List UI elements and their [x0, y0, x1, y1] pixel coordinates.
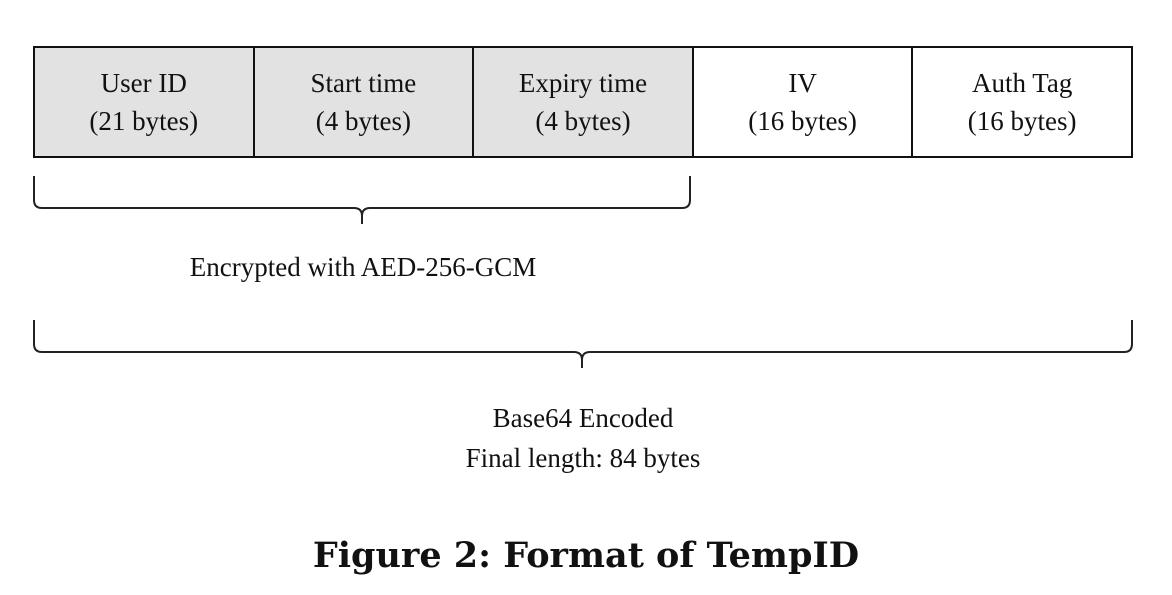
- field-auth-tag: Auth Tag (16 bytes): [913, 48, 1131, 156]
- encoded-label: Base64 Encoded Final length: 84 bytes: [33, 398, 1133, 478]
- encoded-label-line1: Base64 Encoded: [492, 403, 674, 433]
- field-start-time: Start time (4 bytes): [254, 48, 475, 156]
- tempid-format-table: User ID (21 bytes) Start time (4 bytes) …: [33, 46, 1133, 158]
- field-size: (21 bytes): [89, 106, 199, 136]
- encrypted-label: Encrypted with AED-256-GCM: [189, 252, 537, 282]
- encoded-brace: [33, 320, 1133, 368]
- encoded-label-line2: Final length: 84 bytes: [465, 443, 701, 473]
- field-name: Expiry time: [518, 68, 648, 98]
- field-user-id: User ID (21 bytes): [35, 48, 255, 156]
- field-size: (4 bytes): [315, 106, 411, 136]
- field-expiry-time: Expiry time (4 bytes): [474, 48, 694, 156]
- field-name: Auth Tag: [971, 68, 1073, 98]
- field-name: Start time: [310, 68, 417, 98]
- field-size: (16 bytes): [967, 106, 1077, 136]
- field-name: User ID: [100, 68, 187, 98]
- figure-caption: Figure 2: Format of TempID: [312, 535, 860, 576]
- field-iv: IV (16 bytes): [694, 48, 914, 156]
- field-size: (4 bytes): [535, 106, 631, 136]
- field-name: IV: [788, 68, 817, 98]
- field-size: (16 bytes): [748, 106, 857, 136]
- encrypted-brace: [33, 176, 691, 224]
